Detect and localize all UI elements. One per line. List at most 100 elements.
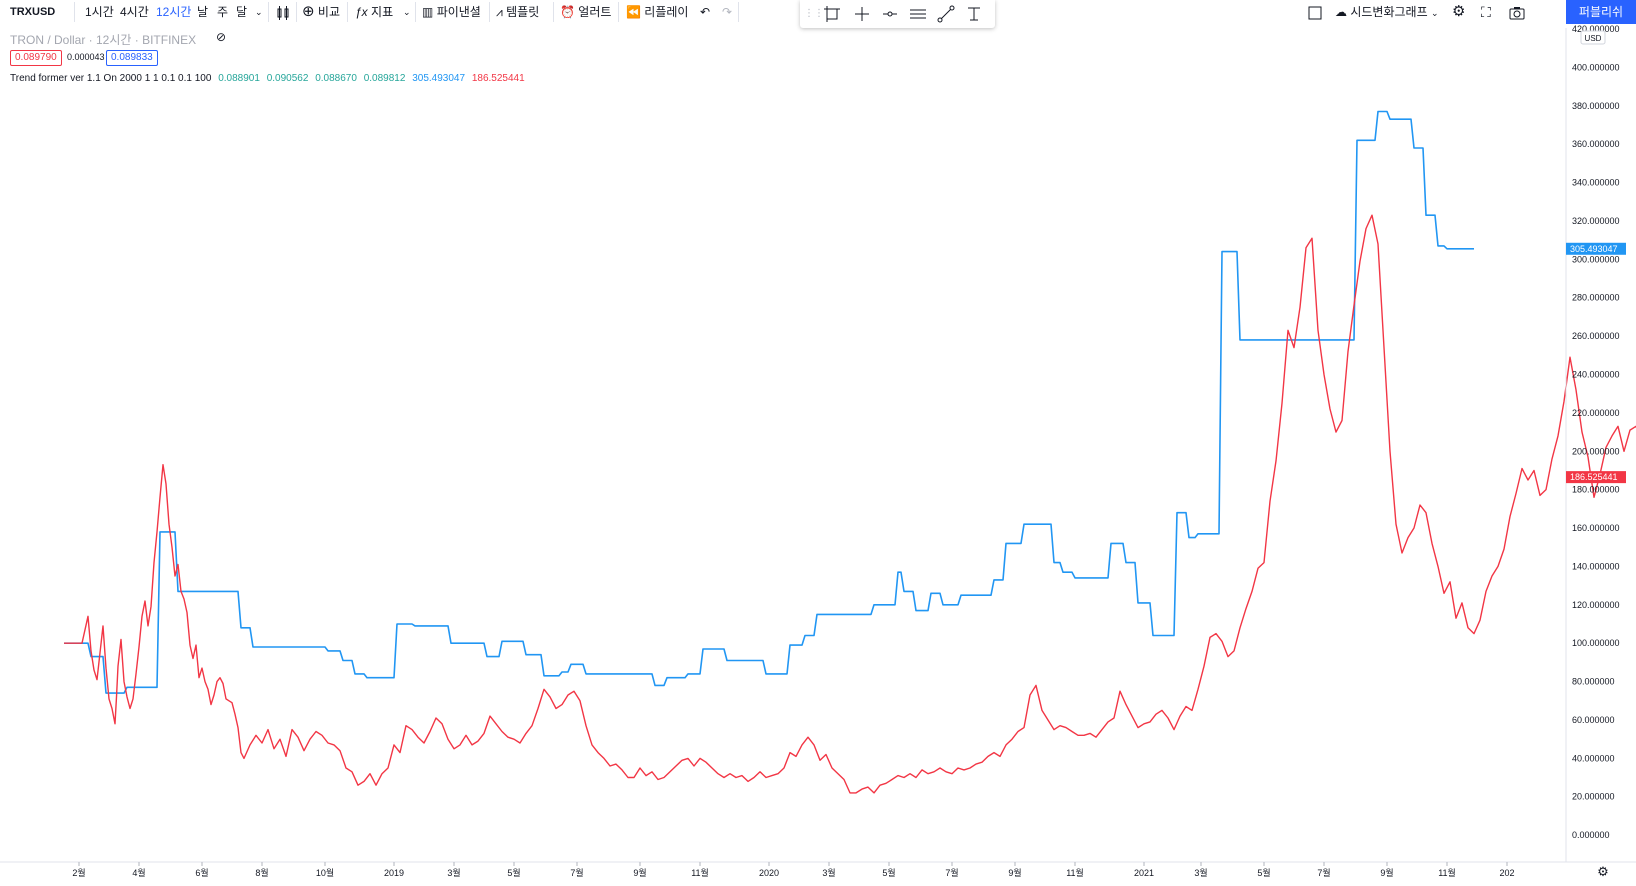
compare-button[interactable]: ⊕ 비교: [302, 0, 340, 24]
interval-week-button[interactable]: 주: [217, 5, 229, 19]
chevron-down-icon: ⌄: [1430, 8, 1439, 18]
toolbar-divider: [415, 2, 416, 22]
trend-former-red-line[interactable]: [64, 214, 1636, 794]
time-tick-label: 5월: [882, 867, 895, 878]
crosshair-icon[interactable]: [852, 4, 872, 24]
last-value-blue: 305.493047: [1570, 244, 1618, 254]
time-tick-label: 5월: [507, 867, 520, 878]
camera-icon[interactable]: [1509, 0, 1525, 24]
frame-tool-icon[interactable]: [822, 4, 842, 24]
time-tick-label: 10월: [316, 867, 334, 878]
plus-circle-icon: ⊕: [302, 3, 315, 20]
toolbar-divider: [74, 2, 75, 22]
indicator-value: 0.088901: [218, 73, 260, 84]
time-tick-label: 11월: [691, 867, 709, 878]
time-tick-label: 3월: [822, 867, 835, 878]
price-tick-label: 160.000000: [1572, 523, 1620, 533]
price-axis[interactable]: 0.000000 20.000000 40.000000 60.000000 80.00…: [1572, 24, 1620, 840]
replay-label: 리플레이: [644, 5, 689, 19]
interval-month-button[interactable]: 달: [236, 5, 248, 19]
layout-button[interactable]: ☁ 시드변화그래프 ⌄: [1335, 0, 1439, 24]
parallel-channel-icon[interactable]: [908, 4, 928, 24]
price-tick-label: 240.000000: [1572, 369, 1620, 379]
hide-eye-icon[interactable]: ⊘: [216, 30, 227, 44]
time-tick-label: 2020: [759, 868, 779, 878]
toolbar-divider: [618, 2, 619, 22]
templates-button[interactable]: ⩘ 템플릿: [496, 0, 539, 24]
price-tick-label: 100.000000: [1572, 638, 1620, 648]
indicator-value: 305.493047: [412, 73, 466, 84]
bid-price-badge[interactable]: 0.089790: [10, 50, 62, 66]
fx-icon: ƒx: [355, 5, 368, 19]
time-tick-label: 202: [1499, 868, 1514, 878]
time-tick-label: 9월: [1380, 867, 1393, 878]
bar-chart-icon: ▥: [422, 5, 434, 19]
undo-icon[interactable]: ↶: [700, 5, 711, 19]
indicators-button[interactable]: ƒx 지표: [355, 0, 393, 24]
fullscreen-icon[interactable]: ⛶: [1481, 4, 1491, 20]
time-tick-label: 11월: [1066, 867, 1084, 878]
trend-former-blue-line[interactable]: [64, 110, 1474, 694]
price-tick-label: 120.000000: [1572, 600, 1620, 610]
drag-handle-icon[interactable]: ⋮⋮: [804, 8, 824, 19]
indicator-legend[interactable]: Trend former ver 1.1 On 2000 1 1 0.1 0.1…: [10, 73, 529, 84]
price-tick-label: 200.000000: [1572, 446, 1620, 456]
horizontal-ray-icon[interactable]: [880, 4, 900, 24]
time-tick-label: 2월: [72, 867, 85, 878]
interval-day-button[interactable]: 날: [197, 5, 209, 19]
spread-value: 0.000043: [67, 52, 105, 62]
currency-badge[interactable]: USD: [1585, 34, 1602, 43]
chevron-down-icon[interactable]: ⌄: [255, 7, 263, 17]
text-tool-icon[interactable]: [964, 4, 984, 24]
alarm-clock-icon: ⏰: [560, 5, 575, 19]
redo-icon[interactable]: ↷: [722, 5, 733, 19]
trend-line-icon[interactable]: [936, 4, 956, 24]
time-tick-label: 5월: [1257, 867, 1270, 878]
price-tick-label: 0.000000: [1572, 830, 1610, 840]
time-tick-label: 7월: [945, 867, 958, 878]
price-tick-label: 260.000000: [1572, 331, 1620, 341]
alert-button[interactable]: ⏰ 얼러트: [560, 0, 611, 24]
drawing-toolbar: ⋮⋮: [800, 0, 995, 28]
replay-button[interactable]: ⏪ 리플레이: [626, 0, 688, 24]
gear-icon[interactable]: ⚙: [1452, 3, 1466, 20]
alert-label: 얼러트: [578, 5, 612, 19]
templates-icon: ⩘: [496, 5, 503, 19]
ask-price-badge[interactable]: 0.089833: [106, 50, 158, 66]
symbol-legend-title: TRON / Dollar · 12시간 · BITFINEX: [10, 33, 197, 47]
compare-label: 비교: [317, 5, 341, 19]
indicator-value: 0.090562: [266, 73, 309, 84]
indicator-value: 0.089812: [363, 73, 406, 84]
price-tick-label: 300.000000: [1572, 254, 1620, 264]
last-value-red-bg: [1566, 471, 1626, 484]
time-axis[interactable]: 2월 4월 6월 8월 10월 2019 3월 5월 7월 9월 11월 2020 3월 5월 7월 9월 11…: [72, 862, 1515, 878]
time-tick-label: 7월: [570, 867, 583, 878]
toolbar-divider: [296, 2, 297, 22]
symbol-search-button[interactable]: TRXUSD: [10, 6, 56, 18]
axis-settings-icon[interactable]: ⚙: [1597, 864, 1609, 879]
currency-badge-box: [1580, 30, 1606, 45]
time-tick-label: 6월: [195, 867, 208, 878]
time-tick-label: 3월: [447, 867, 460, 878]
time-tick-label: 11월: [1438, 867, 1456, 878]
price-tick-label: 400.000000: [1572, 62, 1620, 72]
series-lines: [64, 110, 1636, 794]
publish-button[interactable]: 퍼블리쉬: [1566, 0, 1636, 24]
indicator-value: 0.088670: [315, 73, 357, 84]
price-tick-label: 60.000000: [1572, 715, 1615, 725]
time-tick-label: 2019: [384, 868, 404, 878]
price-tick-label: 20.000000: [1572, 792, 1615, 802]
time-tick-label: 4월: [132, 867, 145, 878]
candles-icon[interactable]: [276, 0, 290, 24]
price-tick-label: 40.000000: [1572, 753, 1615, 763]
interval-1h-button[interactable]: 1시간: [85, 5, 114, 19]
time-tick-label: 7월: [1317, 867, 1330, 878]
toolbar-divider: [489, 2, 490, 22]
chevron-down-icon[interactable]: ⌄: [403, 7, 411, 17]
price-tick-label: 140.000000: [1572, 561, 1620, 571]
financials-button[interactable]: ▥ 파이낸셜: [422, 0, 481, 24]
interval-4h-button[interactable]: 4시간: [120, 5, 149, 19]
interval-12h-button[interactable]: 12시간: [156, 5, 192, 19]
square-checkbox-icon[interactable]: [1308, 0, 1322, 24]
